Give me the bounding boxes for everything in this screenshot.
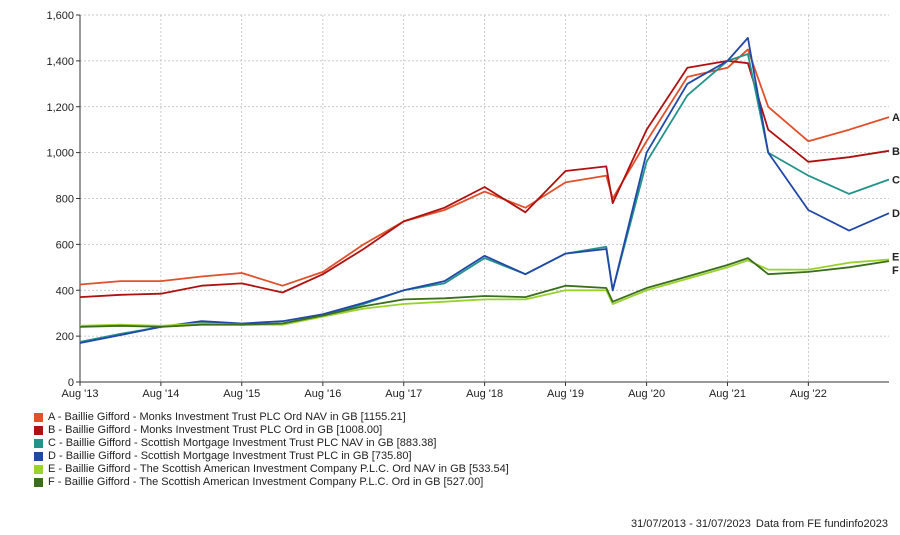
series-lines (79, 37, 890, 344)
y-tick-label: 1,200 (46, 102, 74, 114)
legend-swatch (34, 413, 43, 422)
series-end-label-a: A (892, 112, 900, 124)
legend-swatch (34, 478, 43, 487)
legend-label: D - Baillie Gifford - Scottish Mortgage … (48, 450, 412, 462)
y-axis-tick-labels: 0 200 400 600 800 1,000 1,200 1,400 1,600 (46, 10, 74, 389)
series-end-label-e: E (892, 252, 899, 264)
legend-swatch (34, 426, 43, 435)
date-range: 31/07/2013 - 31/07/2023 (630, 518, 751, 530)
x-tick-label: Aug '15 (223, 388, 260, 400)
x-tick-label: Aug '20 (628, 388, 665, 400)
y-tick-label: 1,600 (46, 10, 74, 22)
legend-item-f[interactable]: F - Baillie Gifford - The Scottish Ameri… (34, 476, 509, 489)
y-tick-label: 1,400 (46, 56, 74, 68)
legend-swatch (34, 439, 43, 448)
x-tick-label: Aug '22 (790, 388, 827, 400)
series-line-f (79, 257, 890, 328)
gridlines (80, 14, 889, 382)
series-end-label-d: D (892, 208, 900, 220)
y-tick-label: 800 (56, 194, 74, 206)
legend: A - Baillie Gifford - Monks Investment T… (34, 411, 509, 489)
chart-footer: 31/07/2013 - 31/07/2023 Data from FE fun… (629, 518, 888, 530)
y-tick-label: 0 (68, 377, 74, 389)
legend-item-d[interactable]: D - Baillie Gifford - Scottish Mortgage … (34, 450, 509, 463)
series-line-a (79, 48, 890, 287)
legend-label: A - Baillie Gifford - Monks Investment T… (48, 411, 406, 423)
series-end-label-b: B (892, 146, 900, 158)
line-chart: 0 200 400 600 800 1,000 1,200 1,400 1,600 Aug '1… (46, 10, 900, 400)
x-tick-label: Aug '18 (466, 388, 503, 400)
x-axis-tick-labels: Aug '13 Aug '14 Aug '15 Aug '16 Aug '17 Aug '… (62, 388, 827, 400)
legend-label: E - Baillie Gifford - The Scottish Ameri… (48, 463, 509, 475)
legend-item-c[interactable]: C - Baillie Gifford - Scottish Mortgage … (34, 437, 509, 450)
y-tick-label: 600 (56, 239, 74, 251)
legend-label: C - Baillie Gifford - Scottish Mortgage … (48, 437, 437, 449)
series-end-label-c: C (892, 174, 900, 186)
legend-label: F - Baillie Gifford - The Scottish Ameri… (48, 476, 484, 488)
x-tick-label: Aug '16 (304, 388, 341, 400)
x-tick-label: Aug '19 (547, 388, 584, 400)
series-end-labels: A B C D EF (892, 112, 900, 277)
x-tick-label: Aug '14 (142, 388, 179, 400)
data-source: Data from FE fundinfo2023 (755, 518, 888, 530)
series-end-label-f: F (892, 265, 899, 277)
legend-swatch (34, 465, 43, 474)
x-tick-label: Aug '21 (709, 388, 746, 400)
y-tick-label: 400 (56, 285, 74, 297)
legend-label: B - Baillie Gifford - Monks Investment T… (48, 424, 383, 436)
legend-swatch (34, 452, 43, 461)
legend-item-a[interactable]: A - Baillie Gifford - Monks Investment T… (34, 411, 509, 424)
series-line-d (79, 37, 890, 344)
y-tick-label: 200 (56, 331, 74, 343)
x-tick-label: Aug '17 (385, 388, 422, 400)
axes (76, 14, 889, 386)
x-tick-label: Aug '13 (62, 388, 99, 400)
legend-item-b[interactable]: B - Baillie Gifford - Monks Investment T… (34, 424, 509, 437)
legend-item-e[interactable]: E - Baillie Gifford - The Scottish Ameri… (34, 463, 509, 476)
y-tick-label: 1,000 (46, 148, 74, 160)
